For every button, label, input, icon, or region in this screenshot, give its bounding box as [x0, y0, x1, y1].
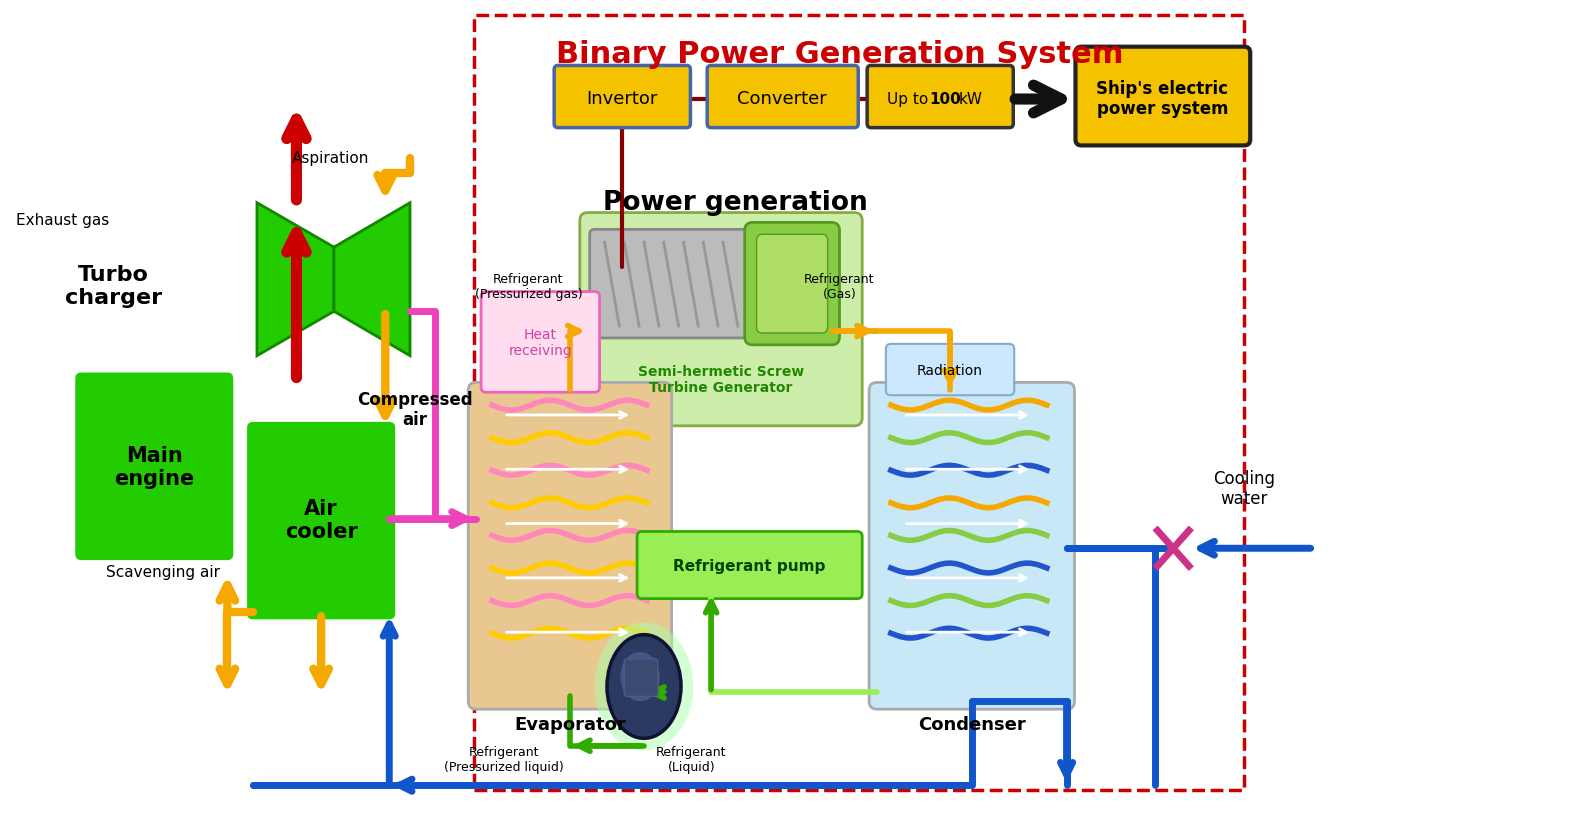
FancyBboxPatch shape [321, 245, 349, 313]
FancyBboxPatch shape [624, 659, 657, 696]
FancyBboxPatch shape [886, 344, 1014, 396]
Text: Power generation: Power generation [602, 190, 867, 216]
FancyBboxPatch shape [589, 229, 763, 338]
Text: Main
engine: Main engine [114, 446, 194, 489]
Polygon shape [258, 203, 333, 356]
Text: Refrigerant
(Liquid): Refrigerant (Liquid) [656, 746, 727, 774]
FancyBboxPatch shape [757, 234, 828, 333]
Text: Condenser: Condenser [918, 716, 1025, 734]
Text: Scavenging air: Scavenging air [106, 565, 220, 580]
Text: Compressed
air: Compressed air [357, 391, 472, 429]
FancyBboxPatch shape [867, 65, 1013, 128]
Text: 100: 100 [929, 91, 961, 106]
FancyBboxPatch shape [708, 65, 858, 128]
Text: Radiation: Radiation [916, 363, 983, 377]
Ellipse shape [594, 622, 694, 751]
Text: Refrigerant
(Gas): Refrigerant (Gas) [804, 273, 875, 301]
Text: Refrigerant
(Pressurized liquid): Refrigerant (Pressurized liquid) [444, 746, 564, 774]
Text: Exhaust gas: Exhaust gas [16, 213, 109, 228]
Text: Ship's electric
power system: Ship's electric power system [1097, 80, 1228, 119]
FancyBboxPatch shape [246, 422, 395, 620]
Text: Air
cooler: Air cooler [284, 499, 357, 542]
Text: Up to: Up to [886, 91, 934, 106]
Polygon shape [333, 203, 409, 356]
Ellipse shape [621, 652, 660, 701]
FancyBboxPatch shape [744, 222, 839, 345]
FancyBboxPatch shape [468, 382, 672, 709]
Text: Refrigerant pump: Refrigerant pump [673, 559, 826, 574]
FancyBboxPatch shape [869, 382, 1074, 709]
Text: kW: kW [959, 91, 983, 106]
Text: Evaporator: Evaporator [514, 716, 626, 734]
FancyBboxPatch shape [580, 213, 863, 426]
FancyBboxPatch shape [76, 372, 234, 560]
Text: Refrigerant
(Pressurized gas): Refrigerant (Pressurized gas) [474, 273, 583, 301]
Text: Converter: Converter [738, 90, 826, 108]
Text: Turbo
charger: Turbo charger [65, 265, 163, 308]
Text: Semi-hermetic Screw
Turbine Generator: Semi-hermetic Screw Turbine Generator [638, 365, 804, 396]
Text: Cooling
water: Cooling water [1213, 470, 1275, 508]
Text: Binary Power Generation System: Binary Power Generation System [556, 40, 1123, 68]
FancyBboxPatch shape [555, 65, 690, 128]
Text: Heat
receiving: Heat receiving [509, 328, 572, 358]
Text: Aspiration: Aspiration [292, 151, 370, 166]
FancyBboxPatch shape [480, 292, 599, 392]
FancyBboxPatch shape [1076, 47, 1250, 145]
Text: Invertor: Invertor [586, 90, 657, 108]
Ellipse shape [607, 634, 681, 738]
FancyBboxPatch shape [637, 531, 863, 598]
